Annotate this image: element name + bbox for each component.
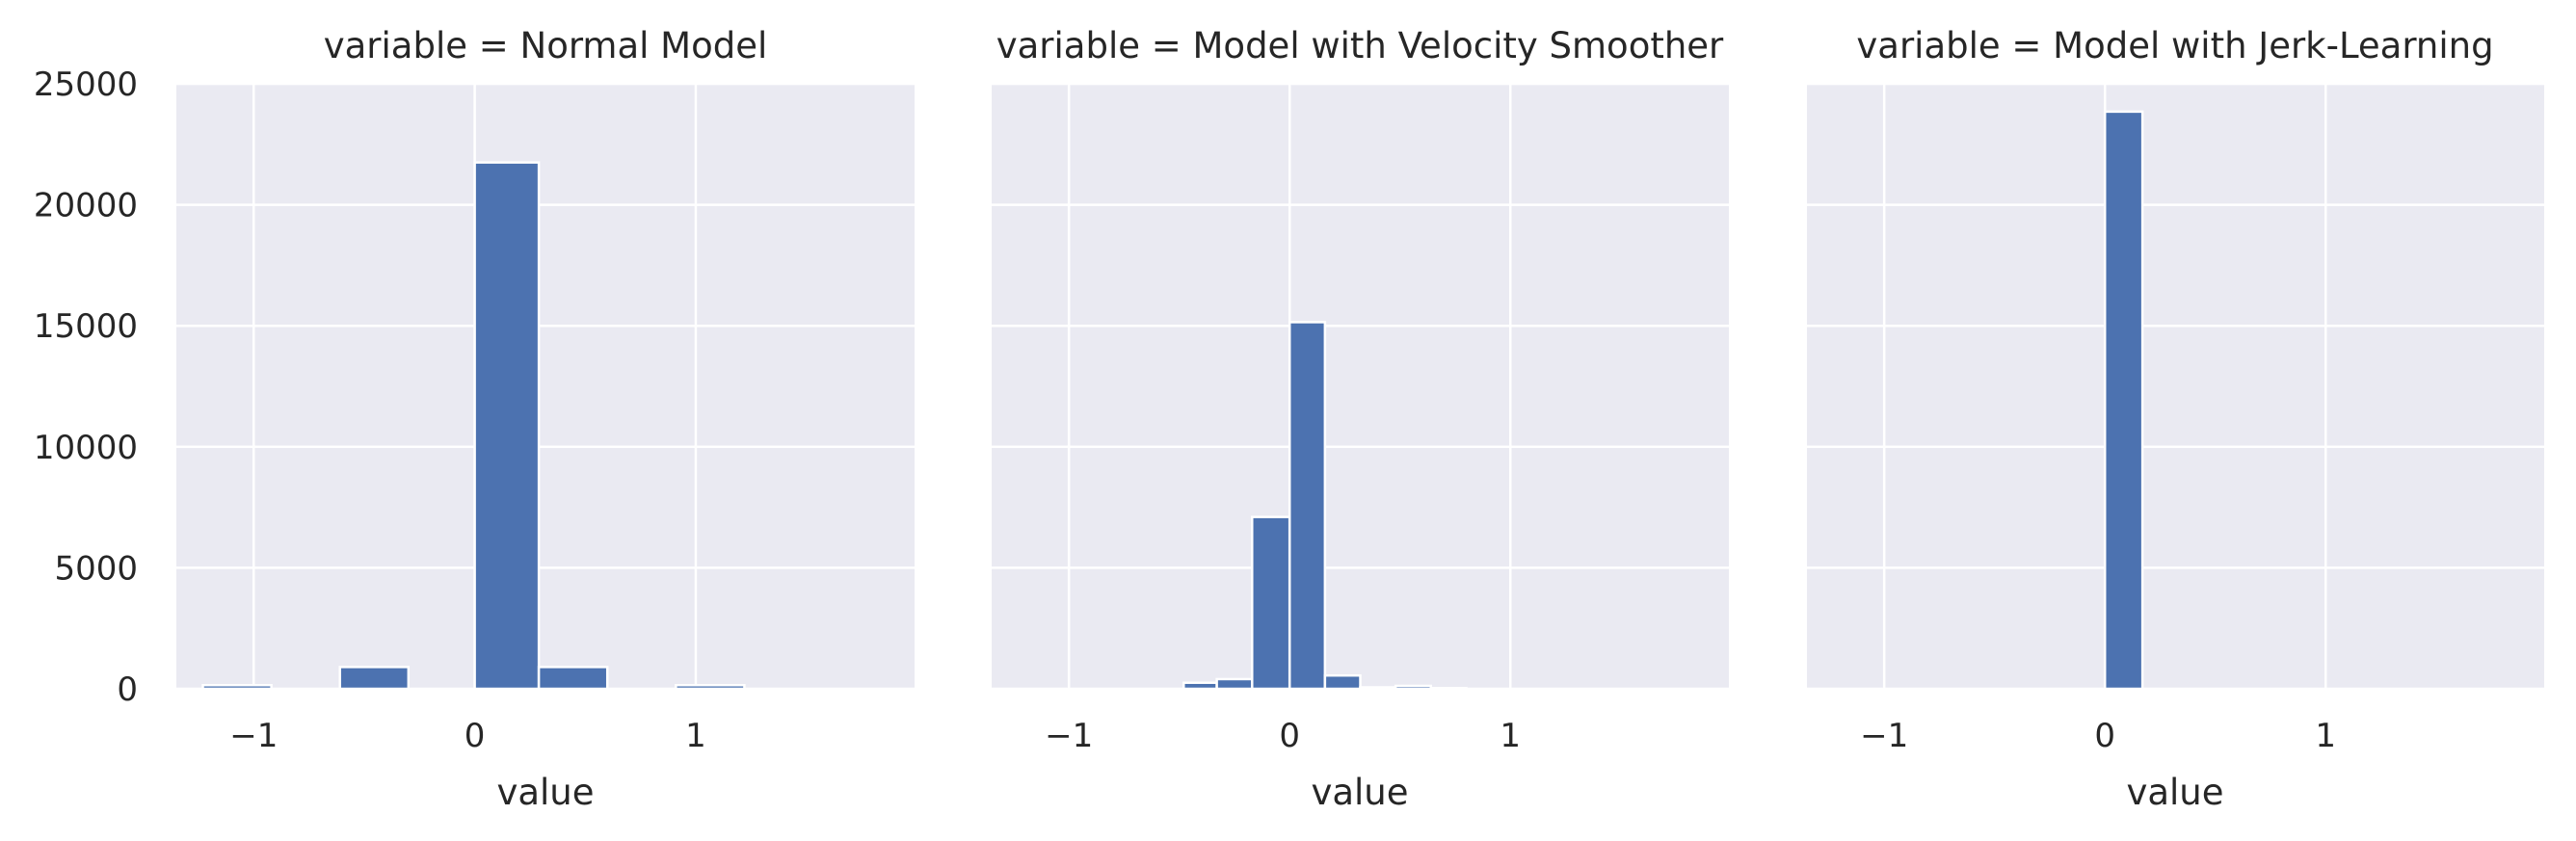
x-axis-label: value <box>2126 772 2223 813</box>
x-tick-label: 0 <box>465 717 486 755</box>
x-tick-labels: −1 0 1 <box>1860 717 2336 755</box>
y-tick-label: 15000 <box>34 307 138 346</box>
histogram-bar <box>676 685 744 689</box>
x-tick-label: 1 <box>1500 717 1521 755</box>
x-tick-label: 1 <box>685 717 706 755</box>
panel-jerk-learning: variable = Model with Jerk-Learning −1 0 1… <box>1807 25 2544 813</box>
x-tick-label: −1 <box>229 717 278 755</box>
x-tick-label: 0 <box>2094 717 2115 755</box>
y-tick-label: 20000 <box>34 187 138 225</box>
x-tick-label: 0 <box>1279 717 1300 755</box>
histogram-bar <box>475 163 540 689</box>
x-tick-label: 1 <box>2315 717 2336 755</box>
x-tick-labels: −1 0 1 <box>229 717 706 755</box>
x-tick-labels: −1 0 1 <box>1045 717 1521 755</box>
histogram-bar <box>2105 112 2142 689</box>
histogram-bar <box>1431 688 1467 689</box>
histogram-bars <box>2105 112 2142 689</box>
y-tick-label: 10000 <box>34 429 138 467</box>
histogram-bar <box>1361 687 1396 689</box>
plot-area-background <box>176 84 915 689</box>
x-axis-label: value <box>1311 772 1408 813</box>
x-axis-label: value <box>496 772 594 813</box>
panel-velocity-smoother: variable = Model with Velocity Smoother … <box>992 25 1729 813</box>
histogram-bar <box>1252 517 1289 689</box>
x-tick-label: −1 <box>1860 717 1908 755</box>
x-tick-label: −1 <box>1045 717 1093 755</box>
histogram-bar <box>203 685 272 689</box>
histogram-bar <box>1325 675 1361 689</box>
histogram-bar <box>1395 686 1431 689</box>
panel-normal-model: variable = Normal Model −1 0 1 0 5000 10000 1… <box>34 25 915 813</box>
panel-title: variable = Normal Model <box>324 25 768 66</box>
y-tick-label: 0 <box>117 670 138 709</box>
histogram-bar <box>1183 683 1216 689</box>
histogram-bar <box>340 667 409 689</box>
histogram-bar <box>1217 679 1253 689</box>
panel-title: variable = Model with Jerk-Learning <box>1856 25 2493 66</box>
panel-title: variable = Model with Velocity Smoother <box>996 25 1724 66</box>
histogram-bar <box>1289 322 1325 689</box>
y-tick-label: 5000 <box>54 549 138 588</box>
y-tick-labels: 0 5000 10000 15000 20000 25000 <box>34 66 138 709</box>
plot-area-background <box>1807 84 2544 689</box>
y-tick-label: 25000 <box>34 66 138 104</box>
plot-area-background <box>992 84 1729 689</box>
histogram-bar <box>539 667 607 689</box>
